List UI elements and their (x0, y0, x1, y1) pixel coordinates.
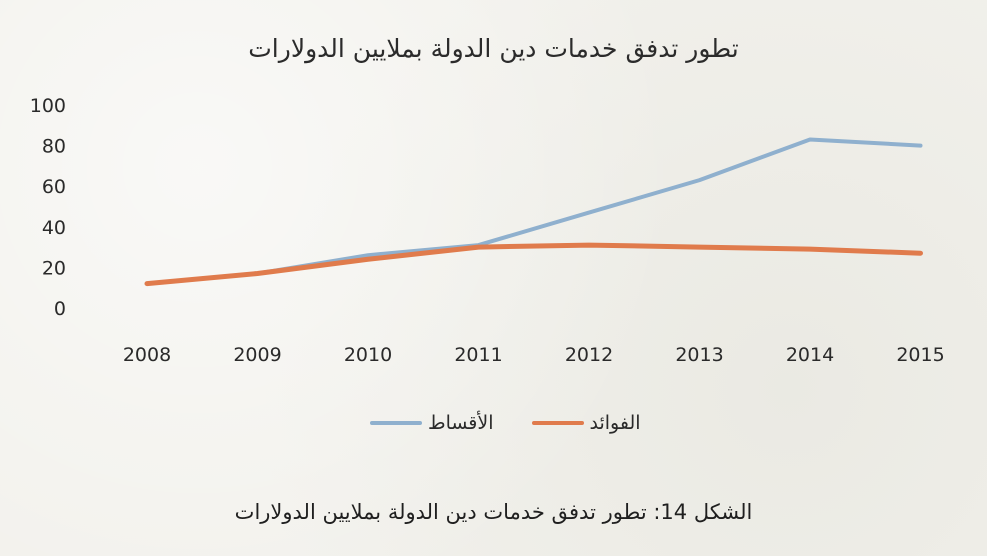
legend-item-installments: الأقساط (370, 412, 494, 434)
legend-swatch-installments (370, 421, 422, 425)
x-tick-label: 2011 (454, 344, 502, 366)
y-axis-ticks: 0 20 40 60 80 100 (30, 95, 66, 320)
x-tick-label: 2014 (786, 344, 834, 366)
x-tick-label: 2012 (565, 344, 613, 366)
figure-caption: الشكل 14: تطور تدفق خدمات دين الدولة بمل… (234, 500, 753, 524)
x-tick-label: 2010 (344, 344, 392, 366)
chart-legend: الأقساط الفوائد (370, 408, 679, 438)
x-tick-label: 2009 (233, 344, 281, 366)
legend-label-installments: الأقساط (428, 412, 494, 434)
y-tick-label: 20 (42, 257, 66, 279)
y-tick-label: 100 (30, 95, 66, 117)
y-tick-label: 40 (42, 217, 66, 239)
legend-swatch-interest (531, 421, 584, 425)
series-line-interest (144, 242, 923, 287)
y-tick-label: 60 (42, 176, 66, 198)
x-tick-label: 2013 (675, 344, 723, 366)
legend-label-interest: الفوائد (589, 412, 641, 434)
y-tick-label: 80 (42, 136, 66, 158)
x-tick-label: 2015 (896, 344, 944, 366)
series-lines (144, 137, 923, 287)
x-axis-ticks: 2008 2009 2010 2011 2012 2013 2014 2015 (123, 344, 945, 366)
series-line-installments (145, 137, 923, 286)
y-tick-label: 0 (54, 298, 66, 320)
legend-item-interest: الفوائد (531, 412, 641, 434)
chart-title: تطور تدفق خدمات دين الدولة بملايين الدول… (248, 34, 739, 63)
x-tick-label: 2008 (123, 344, 171, 366)
